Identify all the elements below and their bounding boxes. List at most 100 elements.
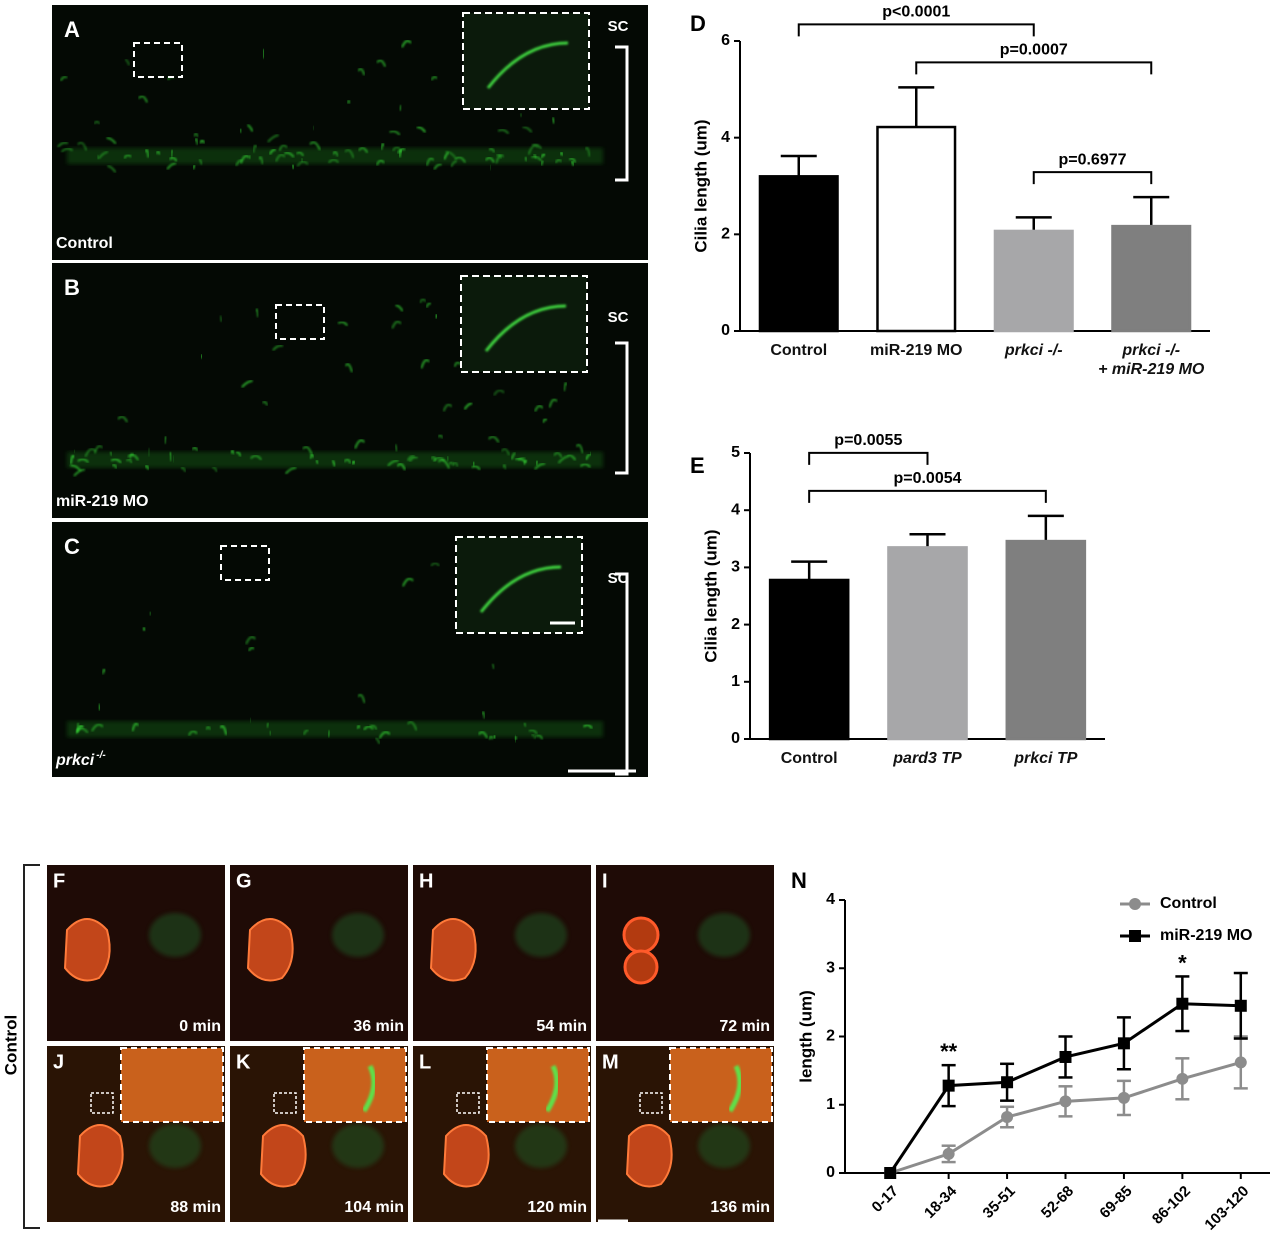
cilium bbox=[343, 458, 352, 464]
marker bbox=[1234, 999, 1247, 1012]
cilium bbox=[555, 158, 562, 164]
cilium bbox=[248, 646, 255, 652]
cilium bbox=[445, 150, 457, 159]
roi-box bbox=[220, 545, 270, 581]
red-cell bbox=[259, 1124, 307, 1188]
frame-letter: F bbox=[53, 870, 65, 892]
cilium bbox=[408, 456, 418, 462]
cilium bbox=[430, 455, 437, 461]
cilium bbox=[534, 462, 546, 470]
cilium bbox=[452, 461, 459, 467]
sc-label: SC bbox=[608, 309, 629, 326]
cilium bbox=[111, 463, 118, 469]
sc-bracket bbox=[615, 572, 629, 776]
cilium bbox=[59, 76, 68, 82]
cilium bbox=[275, 153, 286, 162]
inset-box bbox=[486, 1047, 590, 1123]
cilium bbox=[396, 463, 406, 471]
green-cell bbox=[698, 913, 750, 957]
marker bbox=[1059, 1050, 1072, 1063]
cilium bbox=[188, 730, 198, 736]
micrograph: A Control SC bbox=[52, 5, 648, 260]
panel-letter: A bbox=[64, 17, 80, 42]
group-bracket bbox=[23, 864, 40, 1229]
y-tick-label: 5 bbox=[731, 444, 740, 461]
inset-cilium bbox=[479, 565, 562, 613]
cilium bbox=[278, 144, 288, 152]
cilium bbox=[399, 104, 402, 111]
bar bbox=[993, 229, 1074, 333]
cilium bbox=[98, 703, 101, 711]
cilium bbox=[258, 156, 264, 165]
timelapse-frame: I 72 min bbox=[596, 865, 774, 1041]
cilium bbox=[481, 711, 486, 719]
green-cell bbox=[332, 913, 384, 957]
cilium bbox=[568, 157, 577, 163]
cilium bbox=[131, 722, 139, 732]
cilium bbox=[392, 146, 401, 152]
cilium bbox=[420, 359, 430, 369]
cilium bbox=[397, 148, 406, 154]
panel-label: Control bbox=[56, 235, 113, 252]
cilium bbox=[535, 460, 539, 466]
cilium bbox=[514, 735, 518, 740]
x-tick-label: 52-68 bbox=[1038, 1183, 1077, 1222]
cilium bbox=[407, 721, 418, 731]
red-cell bbox=[623, 949, 659, 985]
cilium bbox=[296, 160, 309, 167]
cilium bbox=[430, 562, 440, 567]
frame-time: 104 min bbox=[344, 1199, 404, 1216]
cilium bbox=[430, 75, 438, 81]
timelapse-frame: K 104 min bbox=[230, 1046, 408, 1222]
x-tick-label: prkci -/- bbox=[1004, 342, 1063, 359]
cilium bbox=[583, 724, 593, 729]
cilium bbox=[109, 451, 113, 457]
frame-letter: J bbox=[53, 1051, 64, 1073]
x-tick-label: 18-34 bbox=[921, 1182, 961, 1222]
cilium bbox=[437, 434, 444, 439]
marker bbox=[1001, 1076, 1014, 1089]
cilium bbox=[376, 59, 386, 67]
y-axis-label: length (um) bbox=[796, 990, 815, 1083]
red-cell bbox=[429, 918, 477, 982]
cilium bbox=[337, 321, 349, 327]
cilium bbox=[389, 130, 401, 136]
cilium bbox=[303, 729, 309, 736]
cilium bbox=[180, 466, 187, 473]
cilium bbox=[425, 302, 432, 308]
y-tick-label: 2 bbox=[721, 226, 730, 243]
inset-box bbox=[120, 1047, 224, 1123]
x-tick-label: pard3 TP bbox=[893, 750, 962, 767]
cilium bbox=[205, 725, 211, 731]
cilium bbox=[495, 154, 505, 164]
sc-bracket bbox=[615, 341, 629, 475]
cilium bbox=[269, 148, 277, 155]
cilium bbox=[425, 157, 435, 166]
marker bbox=[1059, 1095, 1072, 1108]
cilium bbox=[557, 455, 569, 464]
p-value: p=0.0007 bbox=[1000, 42, 1068, 59]
bar bbox=[758, 175, 839, 333]
cilium bbox=[358, 147, 369, 154]
cilium bbox=[123, 154, 132, 159]
cilium bbox=[394, 443, 398, 452]
p-value: p=0.0055 bbox=[834, 432, 902, 449]
cilium bbox=[169, 156, 178, 162]
group-label: Control bbox=[1, 1015, 20, 1075]
frame-letter: K bbox=[236, 1051, 251, 1073]
cilium bbox=[57, 141, 69, 148]
timelapse-frame: M 136 min bbox=[596, 1046, 774, 1222]
inset-cilium bbox=[486, 41, 569, 89]
x-tick-label: Control bbox=[780, 750, 838, 767]
y-axis-label: Cilia length (um) bbox=[701, 529, 720, 662]
cilium bbox=[559, 151, 564, 156]
timelapse-frame: L 120 min bbox=[413, 1046, 591, 1222]
cilium bbox=[91, 723, 104, 732]
cilium bbox=[144, 149, 150, 158]
frame-time: 0 min bbox=[179, 1018, 221, 1035]
x-tick-label: 86-102 bbox=[1149, 1183, 1194, 1228]
cilium bbox=[147, 447, 151, 457]
panel-label-text: Control bbox=[56, 235, 113, 252]
cilium bbox=[354, 439, 365, 449]
cilium bbox=[93, 445, 103, 454]
